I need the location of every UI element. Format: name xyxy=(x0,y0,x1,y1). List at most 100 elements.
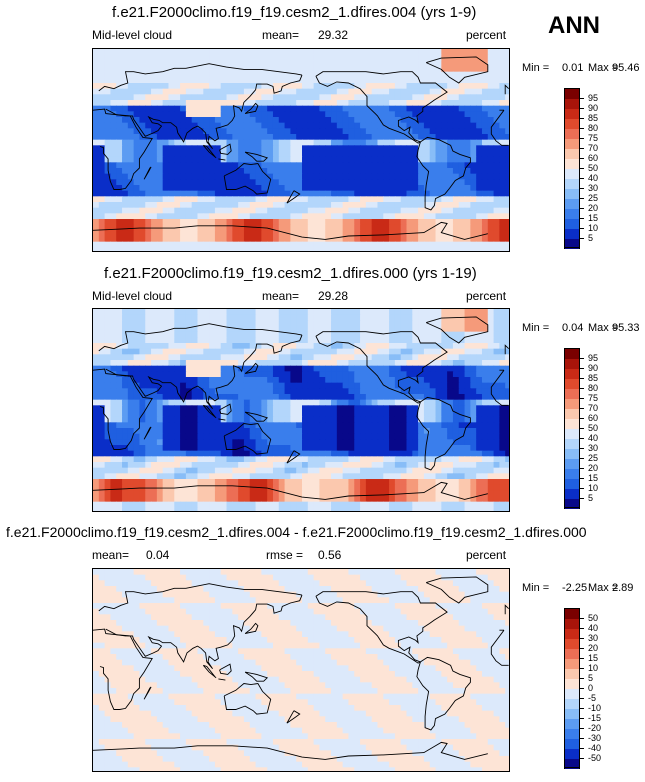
field-cell xyxy=(156,343,164,350)
field-cell xyxy=(313,416,321,423)
field-cell xyxy=(272,428,280,435)
field-cell xyxy=(412,354,419,361)
field-cell xyxy=(342,83,350,90)
field-cell xyxy=(180,354,187,361)
field-cell xyxy=(145,139,152,146)
field-cell xyxy=(325,224,332,231)
field-cell xyxy=(429,405,437,412)
field-cell xyxy=(487,360,495,367)
field-cell xyxy=(354,371,361,378)
field-cell xyxy=(302,173,309,180)
field-cell xyxy=(284,343,291,350)
field-cell xyxy=(220,326,228,333)
field-cell xyxy=(441,117,448,124)
field-cell xyxy=(371,354,379,361)
field-cell xyxy=(435,411,442,418)
field-cell xyxy=(185,428,193,435)
field-cell xyxy=(267,343,274,350)
field-cell xyxy=(122,422,129,429)
field-cell xyxy=(389,168,396,175)
field-cell xyxy=(470,484,477,491)
field-cell xyxy=(93,207,100,214)
field-cell xyxy=(151,117,158,124)
field-cell xyxy=(93,196,100,203)
field-cell xyxy=(487,236,495,243)
field-cell xyxy=(307,224,315,231)
field-cell xyxy=(180,456,187,463)
field-cell xyxy=(174,105,181,112)
field-cell xyxy=(447,343,454,350)
field-cell xyxy=(296,230,303,237)
field-cell xyxy=(487,411,495,418)
field-cell xyxy=(220,213,228,220)
field-cell xyxy=(139,399,146,406)
field-cell xyxy=(441,173,448,180)
field-cell xyxy=(464,411,471,418)
field-cell xyxy=(354,60,361,67)
field-cell xyxy=(418,247,425,251)
field-cell xyxy=(122,49,129,56)
field-cell xyxy=(435,365,442,372)
field-cell xyxy=(313,202,321,209)
field-cell xyxy=(174,309,181,316)
field-cell xyxy=(180,49,187,56)
field-cell xyxy=(319,219,326,226)
field-cell xyxy=(284,388,291,395)
field-cell xyxy=(319,365,326,372)
field-cell xyxy=(441,168,448,175)
field-cell xyxy=(481,433,489,440)
field-cell xyxy=(354,139,361,146)
field-cell xyxy=(336,343,344,350)
field-cell xyxy=(458,190,466,197)
field-cell xyxy=(418,411,425,418)
field-cell xyxy=(278,207,286,214)
field-cell xyxy=(133,219,141,226)
field-cell xyxy=(243,83,251,90)
field-cell xyxy=(139,360,146,367)
field-cell xyxy=(209,230,216,237)
field-cell xyxy=(133,94,141,101)
field-cell xyxy=(441,309,448,316)
field-cell xyxy=(145,190,152,197)
field-cell xyxy=(168,162,175,169)
field-cell xyxy=(487,139,495,146)
field-cell xyxy=(156,439,164,446)
field-cell xyxy=(476,128,483,135)
field-cell xyxy=(371,326,379,333)
field-cell xyxy=(127,71,135,78)
field-cell xyxy=(197,236,204,243)
field-cell xyxy=(249,105,257,112)
field-cell xyxy=(267,360,274,367)
field-cell xyxy=(267,439,274,446)
field-cell xyxy=(470,394,477,401)
field-cell xyxy=(278,450,286,457)
field-cell xyxy=(487,60,495,67)
field-cell xyxy=(98,331,106,338)
field-cell xyxy=(418,162,425,169)
field-cell xyxy=(168,117,175,124)
field-cell xyxy=(139,49,146,56)
field-cell xyxy=(203,219,210,226)
field-cell xyxy=(412,185,419,192)
field-cell xyxy=(447,411,454,418)
field-cell xyxy=(331,456,338,463)
field-cell xyxy=(127,309,135,316)
field-cell xyxy=(371,247,379,251)
field-cell xyxy=(278,54,286,61)
field-cell xyxy=(418,450,425,457)
field-cell xyxy=(383,467,390,474)
field-cell xyxy=(400,331,408,338)
field-cell xyxy=(232,360,239,367)
field-cell xyxy=(452,456,460,463)
field-cell xyxy=(481,422,489,429)
field-cell xyxy=(302,83,309,90)
field-cell xyxy=(133,83,141,90)
field-cell xyxy=(284,326,291,333)
field-cell xyxy=(325,399,332,406)
field-cell xyxy=(435,83,442,90)
field-cell xyxy=(296,156,303,163)
field-cell xyxy=(313,348,321,355)
field-cell xyxy=(406,100,413,107)
field-cell xyxy=(133,100,141,107)
field-cell xyxy=(302,49,309,56)
